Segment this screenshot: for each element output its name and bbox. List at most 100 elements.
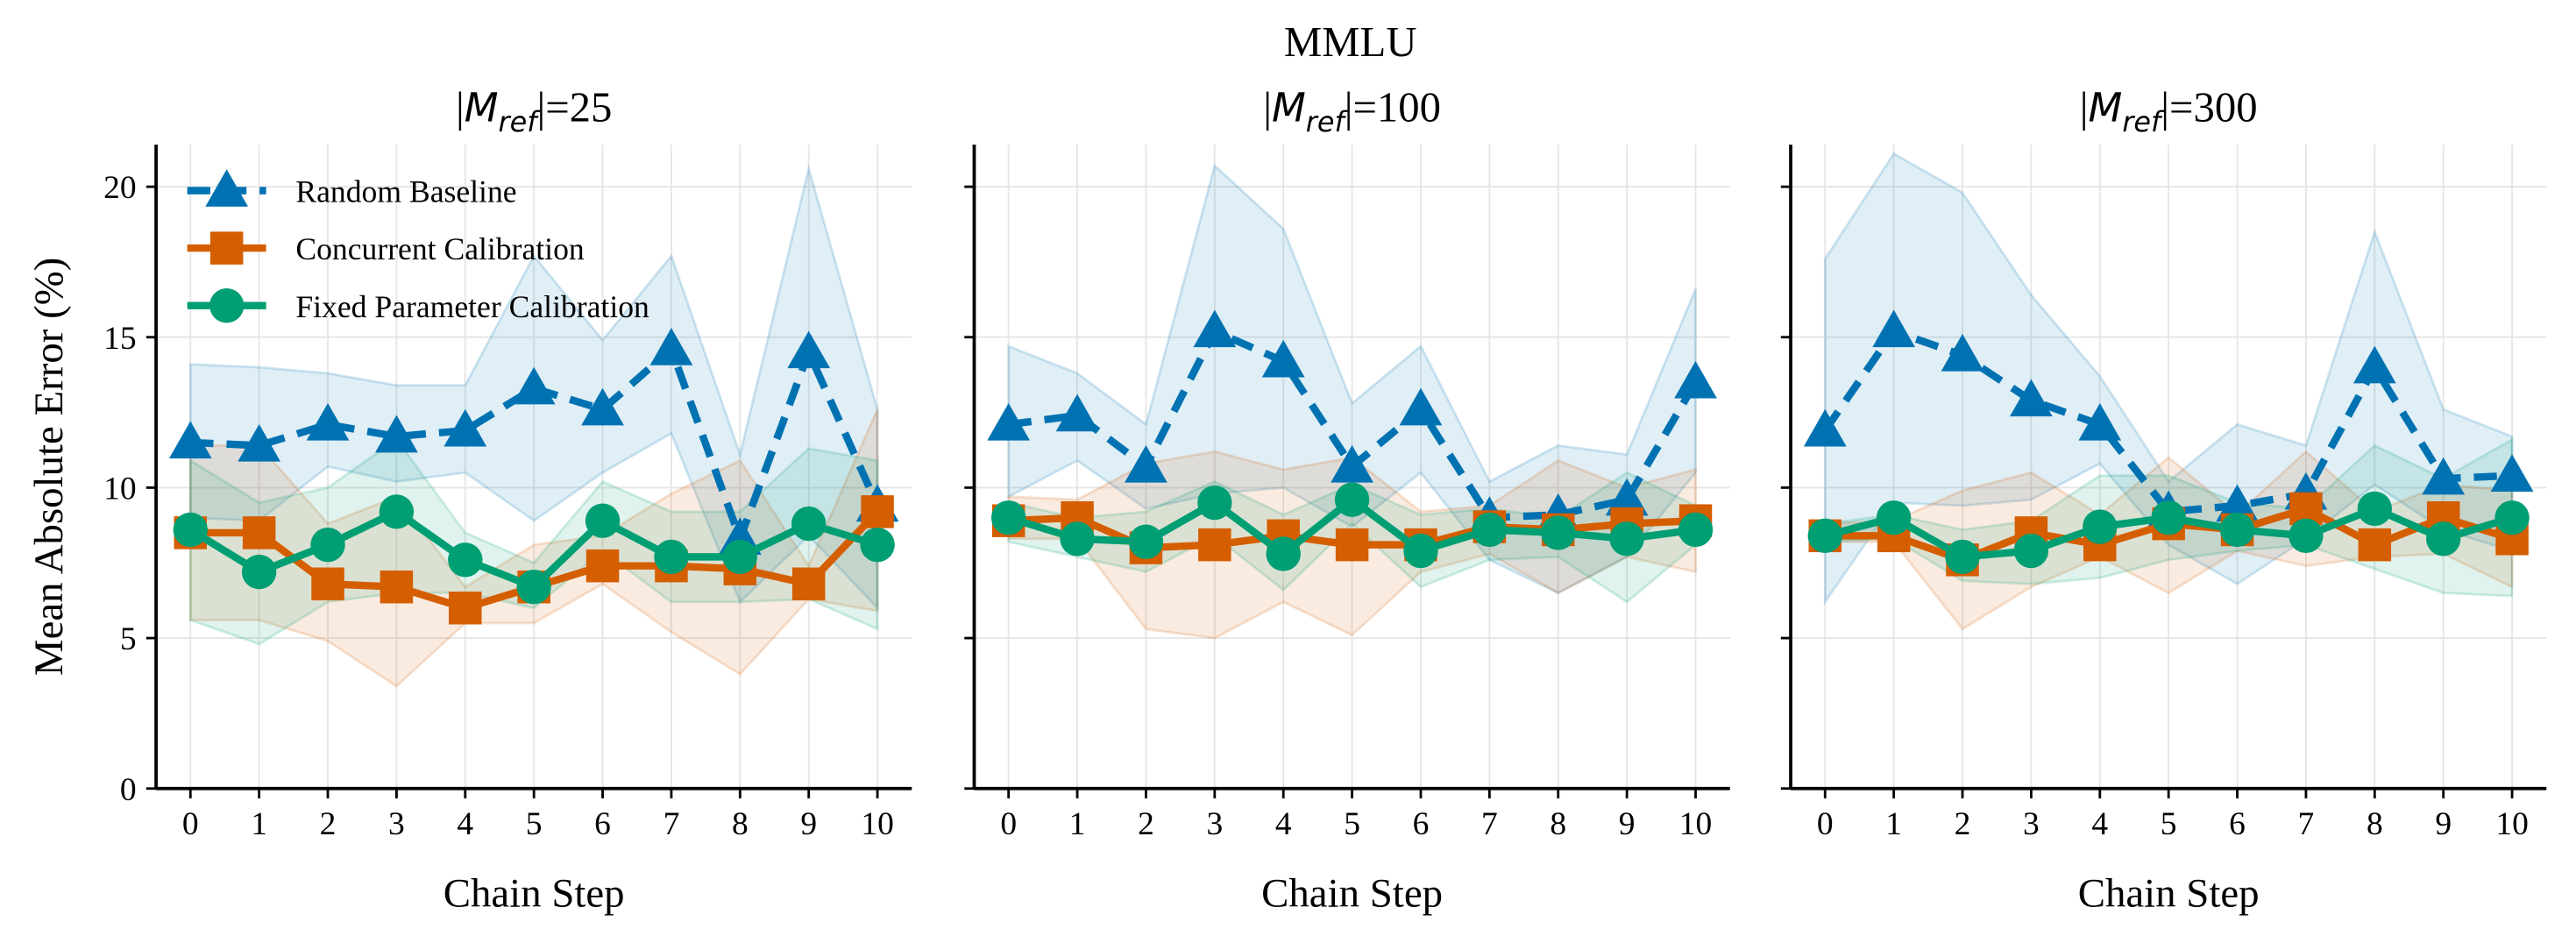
random-point xyxy=(1331,445,1373,483)
fixed-point xyxy=(379,494,415,529)
x-tick-label: 7 xyxy=(2298,806,2315,842)
random-point xyxy=(2490,454,2534,492)
random-point xyxy=(581,387,624,426)
random-point xyxy=(1125,445,1167,483)
legend-item-random: Random Baseline xyxy=(187,169,517,209)
random-point xyxy=(1193,309,1237,348)
legend-square-icon xyxy=(209,231,244,265)
random-point xyxy=(168,421,212,459)
fixed-point xyxy=(2426,521,2461,557)
x-tick-label: 10 xyxy=(1679,806,1712,842)
x-tick-label: 1 xyxy=(251,806,267,842)
fixed-point xyxy=(2151,500,2186,535)
fixed-point xyxy=(1060,521,1095,557)
x-axis-label: Chain Step xyxy=(444,871,625,917)
y-tick-label: 20 xyxy=(103,170,136,206)
x-tick-label: 0 xyxy=(182,806,199,842)
x-tick-label: 2 xyxy=(320,806,337,842)
x-tick-label: 2 xyxy=(1138,806,1154,842)
random-point xyxy=(2010,379,2053,417)
random-point xyxy=(1872,309,1915,348)
x-tick-label: 4 xyxy=(1275,806,1292,842)
panel-title: |Mref|=100 xyxy=(1263,84,1441,138)
random-point xyxy=(1605,478,1649,516)
x-tick-label: 2 xyxy=(1955,806,1971,842)
x-tick-label: 7 xyxy=(664,806,680,842)
y-tick-label: 15 xyxy=(103,321,136,357)
title-bar: | xyxy=(1263,84,1272,131)
fixed-point xyxy=(448,542,483,578)
x-tick-label: 3 xyxy=(388,806,405,842)
legend-item-concurrent: Concurrent Calibration xyxy=(187,231,585,266)
title-value: |=25 xyxy=(536,84,612,131)
x-tick-label: 4 xyxy=(2091,806,2108,842)
title-bar: | xyxy=(2080,84,2089,131)
fixed-point xyxy=(791,506,827,542)
x-tick-label: 8 xyxy=(732,806,749,842)
legend-circle-icon xyxy=(209,288,245,323)
x-axis-label: Chain Step xyxy=(2078,871,2260,917)
fixed-point xyxy=(1266,536,1301,571)
panel-title: |Mref|=25 xyxy=(456,84,612,138)
fixed-point xyxy=(1876,500,1912,535)
x-tick-label: 8 xyxy=(2367,806,2383,842)
x-tick-label: 5 xyxy=(526,806,543,842)
fixed-point xyxy=(654,539,689,575)
fixed-point xyxy=(1609,521,1644,557)
random-confidence-band xyxy=(1007,163,1697,595)
title-subscript: ref xyxy=(1306,105,1349,138)
fixed-point xyxy=(2289,518,2324,554)
title-symbol: M xyxy=(2089,85,2123,131)
x-tick-label: 3 xyxy=(1206,806,1223,842)
title-subscript: ref xyxy=(499,105,542,138)
random-point xyxy=(2422,457,2466,495)
title-symbol: M xyxy=(1272,85,1306,131)
x-tick-label: 10 xyxy=(2495,806,2528,842)
y-tick-label: 10 xyxy=(103,472,136,507)
concurrent-point xyxy=(2358,528,2392,562)
title-bar: | xyxy=(456,84,465,131)
concurrent-point xyxy=(311,567,344,601)
fixed-confidence-band xyxy=(188,437,879,646)
random-point xyxy=(1261,339,1305,378)
concurrent-point xyxy=(1198,528,1231,562)
legend-label: Concurrent Calibration xyxy=(295,231,584,266)
x-tick-label: 6 xyxy=(2229,806,2246,842)
x-tick-label: 6 xyxy=(594,806,611,842)
fixed-point xyxy=(2494,500,2530,535)
x-tick-label: 6 xyxy=(1413,806,1430,842)
x-tick-label: 0 xyxy=(1000,806,1017,842)
title-subscript: ref xyxy=(2122,105,2165,138)
fixed-point xyxy=(1807,518,1842,554)
random-point xyxy=(444,408,487,447)
fixed-point xyxy=(2219,512,2255,548)
x-tick-label: 9 xyxy=(1619,806,1636,842)
random-point xyxy=(2078,402,2122,441)
random-point xyxy=(649,328,693,365)
random-point xyxy=(787,330,831,369)
concurrent-point xyxy=(380,570,414,604)
fixed-point xyxy=(991,500,1026,535)
fixed-point xyxy=(1334,482,1370,517)
y-tick-label: 0 xyxy=(120,772,137,808)
x-tick-label: 4 xyxy=(457,806,473,842)
concurrent-confidence-band xyxy=(188,408,879,688)
fixed-point xyxy=(585,503,621,538)
x-tick-label: 3 xyxy=(2023,806,2040,842)
suptitle: MMLU xyxy=(1284,18,1417,66)
fixed-point xyxy=(1197,485,1232,521)
fixed-point xyxy=(1541,515,1576,550)
fixed-point xyxy=(516,570,551,605)
fixed-point xyxy=(2013,533,2049,569)
x-tick-label: 1 xyxy=(1885,806,1902,842)
fixed-point xyxy=(1945,539,1980,575)
legend-triangle-icon xyxy=(205,169,249,207)
fixed-point xyxy=(722,539,757,575)
legend: Random Baseline Concurrent Calibration Fix… xyxy=(187,169,649,324)
panel-3: 0 1 2 3 4 5 6 7 8 9 10 Chain Step |Mref|=300 xyxy=(1780,84,2547,917)
title-symbol: M xyxy=(465,85,499,131)
random-point xyxy=(512,366,556,405)
random-point xyxy=(2352,345,2396,384)
concurrent-point xyxy=(585,549,620,583)
